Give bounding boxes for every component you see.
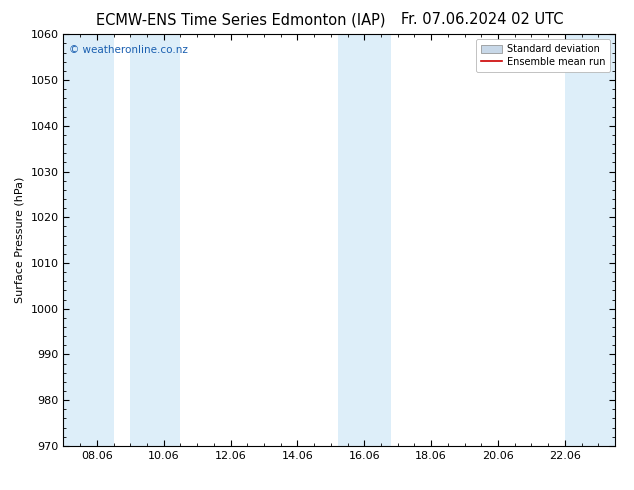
- Legend: Standard deviation, Ensemble mean run: Standard deviation, Ensemble mean run: [476, 39, 610, 72]
- Text: © weatheronline.co.nz: © weatheronline.co.nz: [69, 45, 188, 54]
- Bar: [337, 34, 391, 446]
- Bar: [565, 34, 615, 446]
- Y-axis label: Surface Pressure (hPa): Surface Pressure (hPa): [15, 177, 25, 303]
- Bar: [63, 34, 113, 446]
- Text: Fr. 07.06.2024 02 UTC: Fr. 07.06.2024 02 UTC: [401, 12, 563, 27]
- Text: ECMW-ENS Time Series Edmonton (IAP): ECMW-ENS Time Series Edmonton (IAP): [96, 12, 385, 27]
- Bar: [130, 34, 181, 446]
